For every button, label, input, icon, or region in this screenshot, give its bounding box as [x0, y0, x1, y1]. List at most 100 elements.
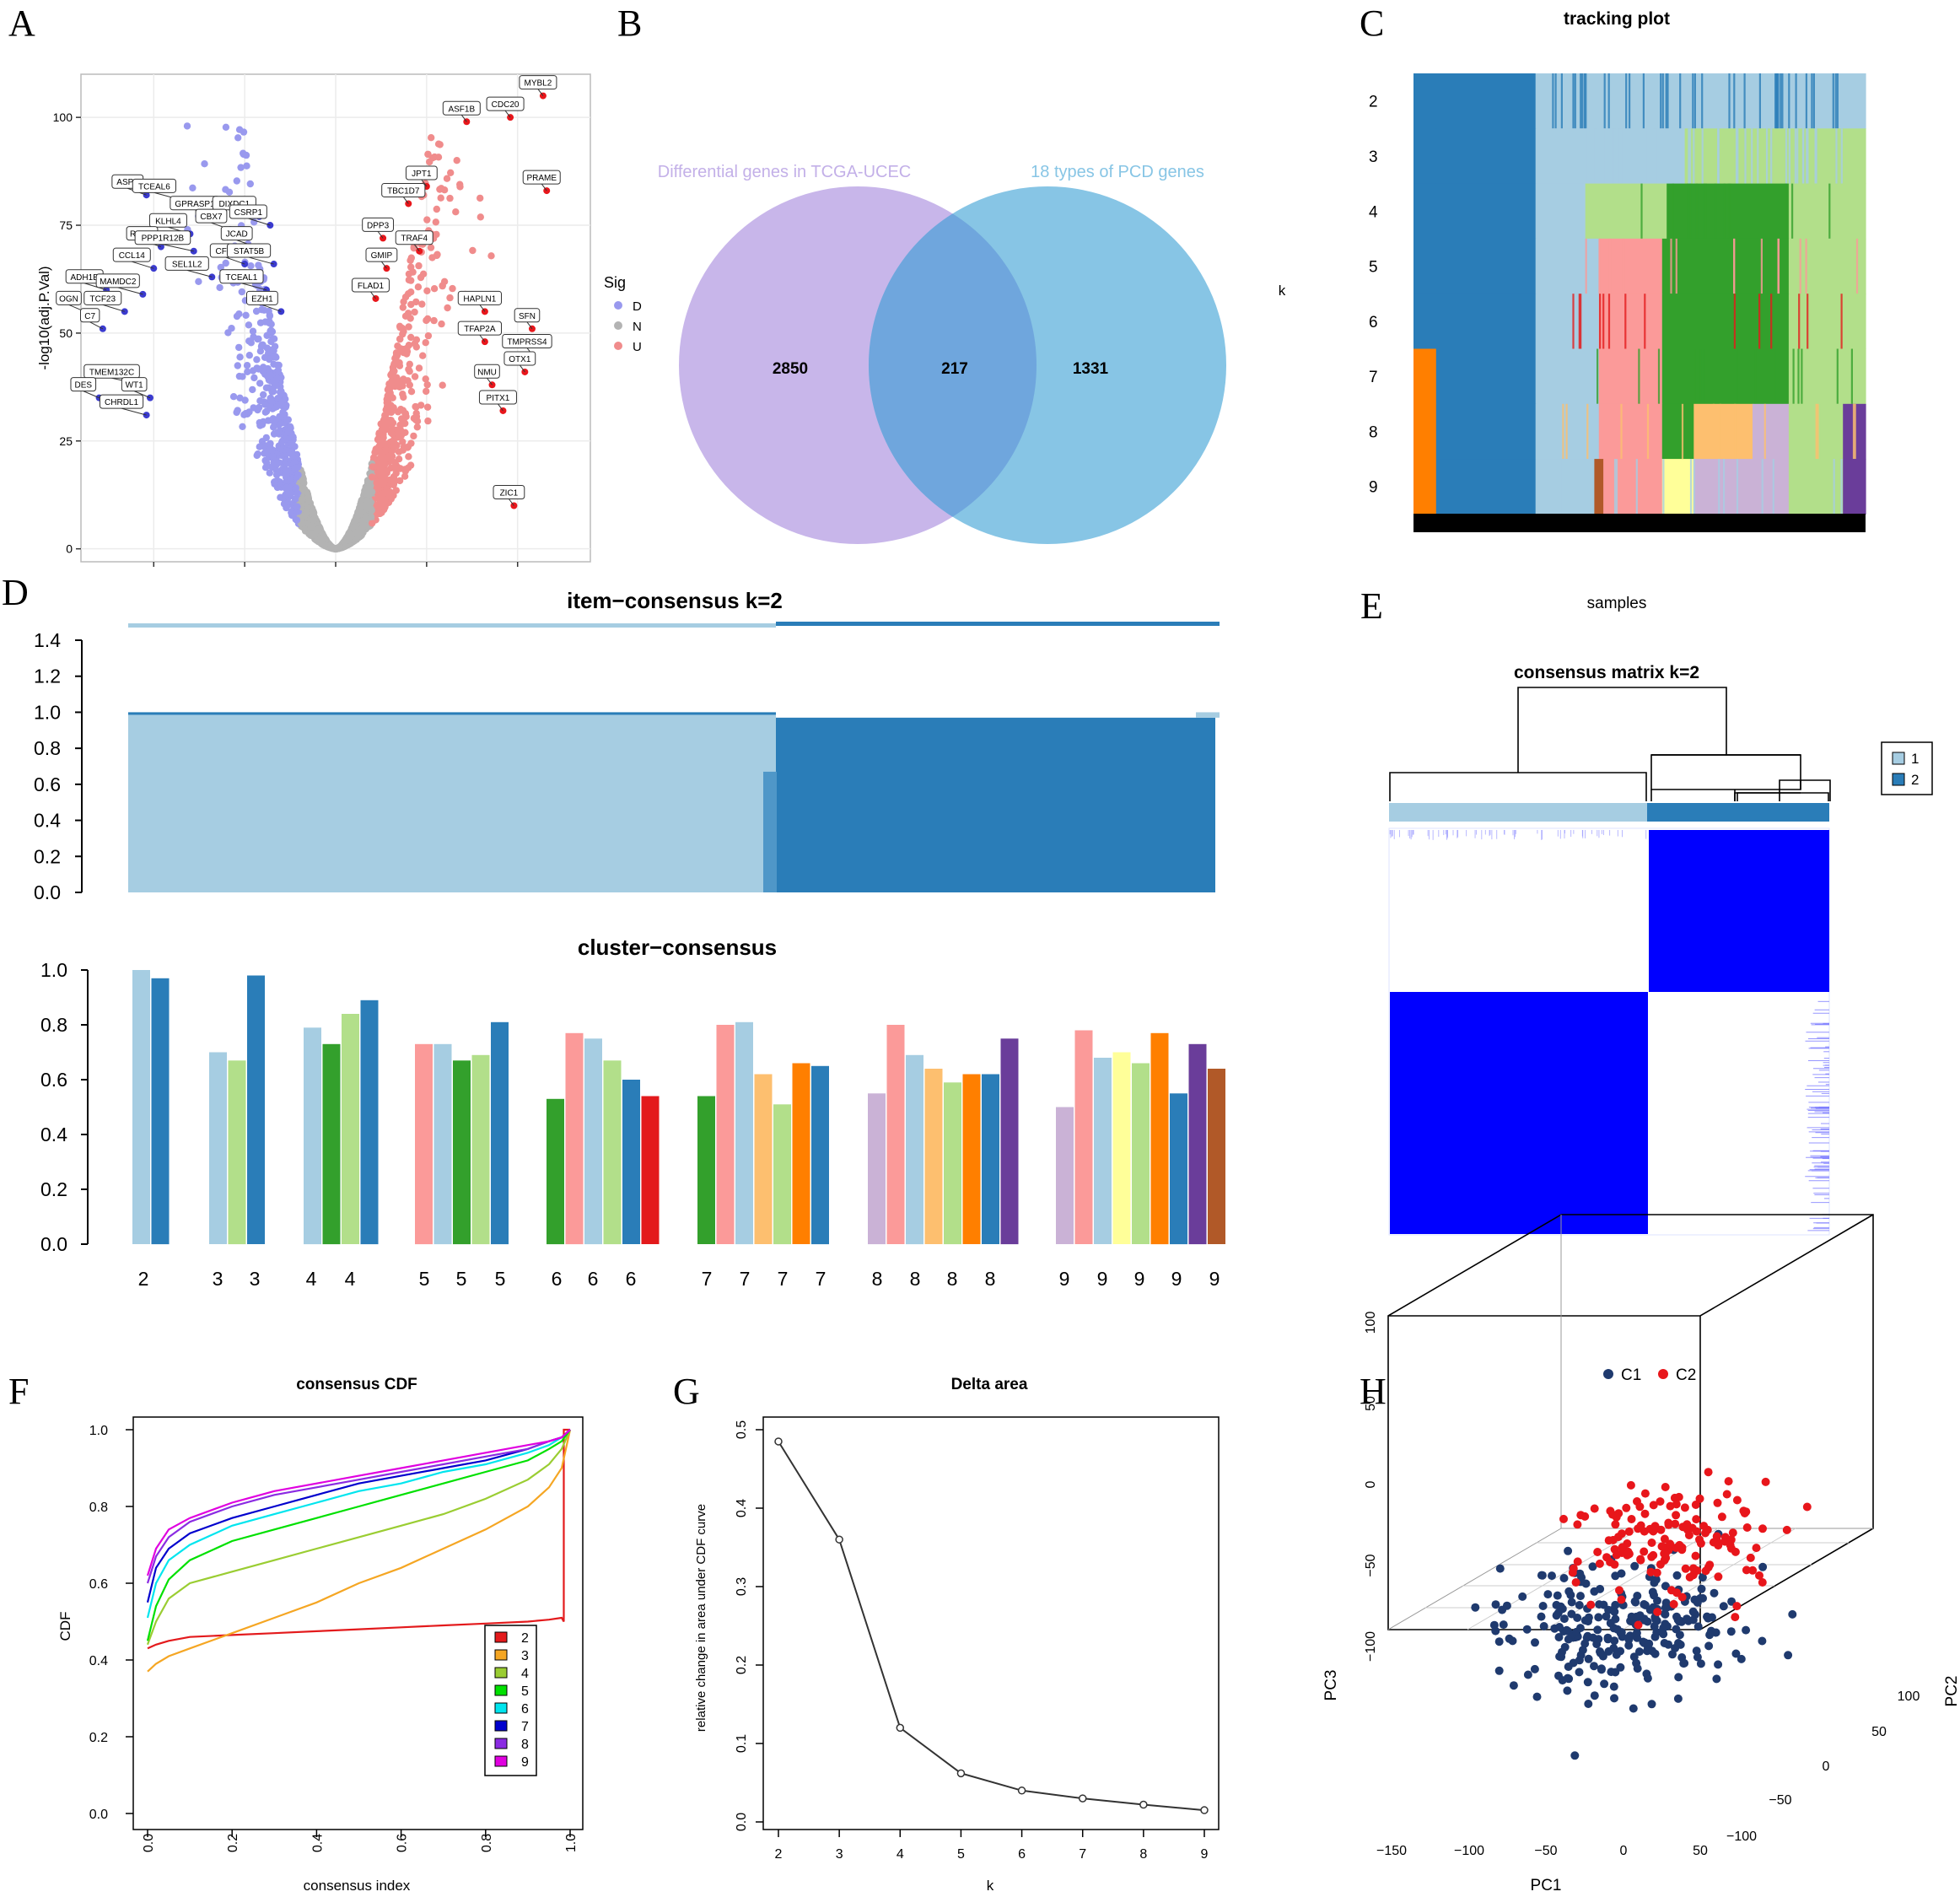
pca-point-c1	[1597, 1665, 1606, 1674]
volcano-point	[386, 476, 394, 484]
volcano-gene-label: CBX7	[200, 213, 223, 222]
pca-point-c1	[1663, 1622, 1672, 1631]
cdf-legend-key	[494, 1720, 508, 1732]
tracking-stripe	[1635, 459, 1638, 515]
cluster-consensus-x-tick: 5	[419, 1268, 430, 1290]
pca-point-c2	[1640, 1547, 1649, 1556]
pca-point-c2	[1683, 1520, 1692, 1529]
volcano-point	[449, 284, 456, 293]
pca-point-c1	[1537, 1571, 1547, 1580]
volcano-label-box	[245, 290, 278, 305]
pca-point-c2	[1656, 1497, 1665, 1506]
tracking-stripe	[1719, 403, 1721, 460]
delta-point	[1017, 1787, 1026, 1795]
consensus-matrix: consensus matrix k=2 1	[1388, 663, 1933, 1236]
pca-point-c1	[1704, 1614, 1713, 1623]
tracking-rows	[1413, 73, 1866, 515]
volcano-plot: ASPATCEAL6GPRASP1DIXDC1CSRP1KLHL4CBX7RER…	[36, 73, 642, 567]
pca-legend: C1 C2	[1603, 1366, 1696, 1384]
tracking-stripe	[1561, 459, 1564, 515]
item-consensus-cap-1	[128, 712, 776, 715]
delta-point	[774, 1437, 783, 1446]
cluster-consensus-bar	[304, 1027, 321, 1245]
pca-point-c1	[1567, 1598, 1576, 1607]
pca-point-c2	[1732, 1496, 1742, 1505]
volcano-point	[315, 525, 322, 534]
pca-pc3-tick: 100	[1364, 1312, 1378, 1334]
volcano-point	[290, 459, 299, 466]
volcano-gene-label: CCL14	[119, 251, 146, 261]
tracking-segment	[1535, 183, 1586, 240]
volcano-y-tick: 75	[59, 218, 73, 232]
pca-point-c1	[1552, 1611, 1561, 1620]
tracking-stripe	[1852, 403, 1855, 460]
cluster-consensus-bar	[1170, 1093, 1187, 1245]
volcano-gene-label: CFL2	[216, 247, 237, 256]
pca-point-c2	[1677, 1593, 1687, 1602]
tracking-stripe	[1815, 128, 1817, 184]
pca-point-c2	[1608, 1510, 1617, 1519]
item-consensus-chart: item−consensus k=2 0.0 0.2 0.4 0.6 0.8 1.0 1.2…	[34, 588, 1220, 903]
cdf-legend: 2 3 4 5 6 7 8 9	[484, 1625, 537, 1776]
pca-point-c1	[1688, 1607, 1698, 1616]
volcano-point	[359, 502, 368, 510]
pca-point-c2	[1650, 1522, 1660, 1531]
cluster-consensus-tick-labels: 2 3 3 4 4 5 5 5 6 6 6 7 7 7 7 8 8 8 8 9 9 9 9 9	[138, 1268, 1220, 1290]
tracking-stripe	[1701, 128, 1704, 184]
volcano-point	[235, 310, 243, 318]
volcano-point	[358, 517, 367, 525]
tracking-row-label: 9	[1369, 479, 1378, 497]
volcano-label-box	[522, 170, 561, 185]
pca-point-c2	[1636, 1521, 1645, 1530]
item-consensus-y-tick: 0.4	[34, 810, 61, 832]
tracking-stripe	[1586, 403, 1589, 460]
item-consensus-bars	[128, 622, 1220, 892]
pca-point-c2	[1666, 1501, 1675, 1511]
volcano-point	[355, 506, 363, 514]
pca-point-c2	[1661, 1483, 1670, 1491]
volcano-gene-label: ADH1B	[71, 273, 100, 283]
tracking-stripe	[1780, 73, 1782, 129]
item-consensus-y-tick: 0.6	[34, 773, 61, 795]
volcano-y-tick: 100	[53, 110, 73, 124]
volcano-point	[437, 194, 444, 202]
consensus-dendrogram	[1389, 687, 1831, 801]
pca-point-c1	[1575, 1668, 1584, 1677]
volcano-point	[392, 352, 401, 359]
pca-pc1-tick: 0	[1620, 1844, 1628, 1858]
volcano-y-label: -log10(adj.P.Val)	[36, 266, 52, 369]
tracking-stripe	[1854, 403, 1856, 460]
cdf-legend-label: 5	[521, 1684, 529, 1699]
pca-point-c1	[1647, 1700, 1656, 1709]
volcano-gene-label: GPRASP1	[175, 200, 215, 209]
volcano-point	[250, 374, 258, 382]
volcano-point	[469, 246, 477, 255]
volcano-point	[424, 150, 432, 159]
tracking-stripe	[1679, 73, 1682, 129]
volcano-point	[225, 188, 234, 196]
volcano-point	[258, 421, 267, 428]
volcano-gene-label: DIXDC1	[218, 200, 250, 209]
volcano-label-box	[229, 204, 267, 219]
cluster-consensus-x-tick: 6	[588, 1268, 599, 1290]
tracking-stripe	[1585, 73, 1587, 129]
volcano-gene-label: MAMDC2	[100, 278, 137, 287]
pca-point-c1	[1683, 1614, 1691, 1624]
volcano-point	[245, 321, 253, 329]
volcano-point	[245, 352, 253, 359]
tracking-stripe	[1693, 348, 1696, 404]
tracking-stripe	[1781, 73, 1784, 129]
cdf-x-tick: 0.6	[396, 1834, 410, 1852]
tracking-row-label: 8	[1369, 423, 1378, 441]
volcano-point	[384, 454, 392, 462]
volcano-label-box	[351, 278, 390, 293]
delta-x-tick: 4	[897, 1847, 904, 1862]
pca-point-c1	[1651, 1575, 1661, 1584]
volcano-point	[363, 497, 371, 504]
volcano-gene-label: KLHL4	[155, 217, 181, 226]
volcano-point	[234, 407, 241, 414]
tracking-stripe	[1792, 348, 1795, 404]
volcano-point	[426, 158, 433, 166]
volcano-point	[412, 336, 421, 343]
